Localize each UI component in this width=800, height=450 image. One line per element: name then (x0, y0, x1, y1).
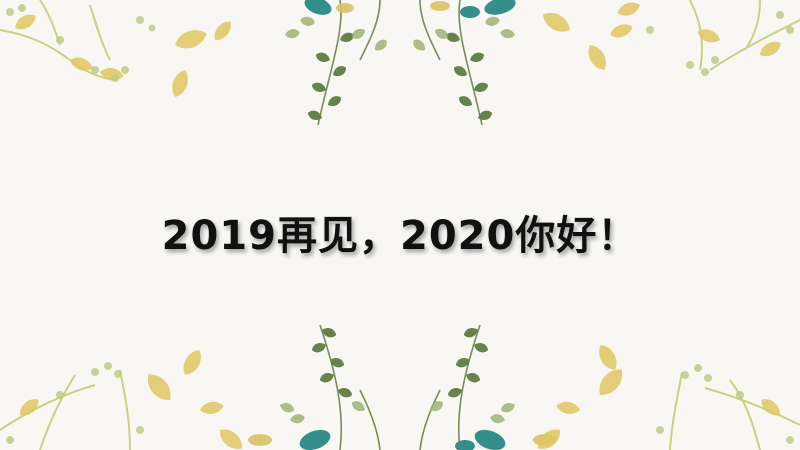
top-foliage (0, 0, 800, 126)
slide-title: 2019再见，2020你好！ (161, 213, 639, 259)
bottom-foliage (0, 324, 800, 450)
